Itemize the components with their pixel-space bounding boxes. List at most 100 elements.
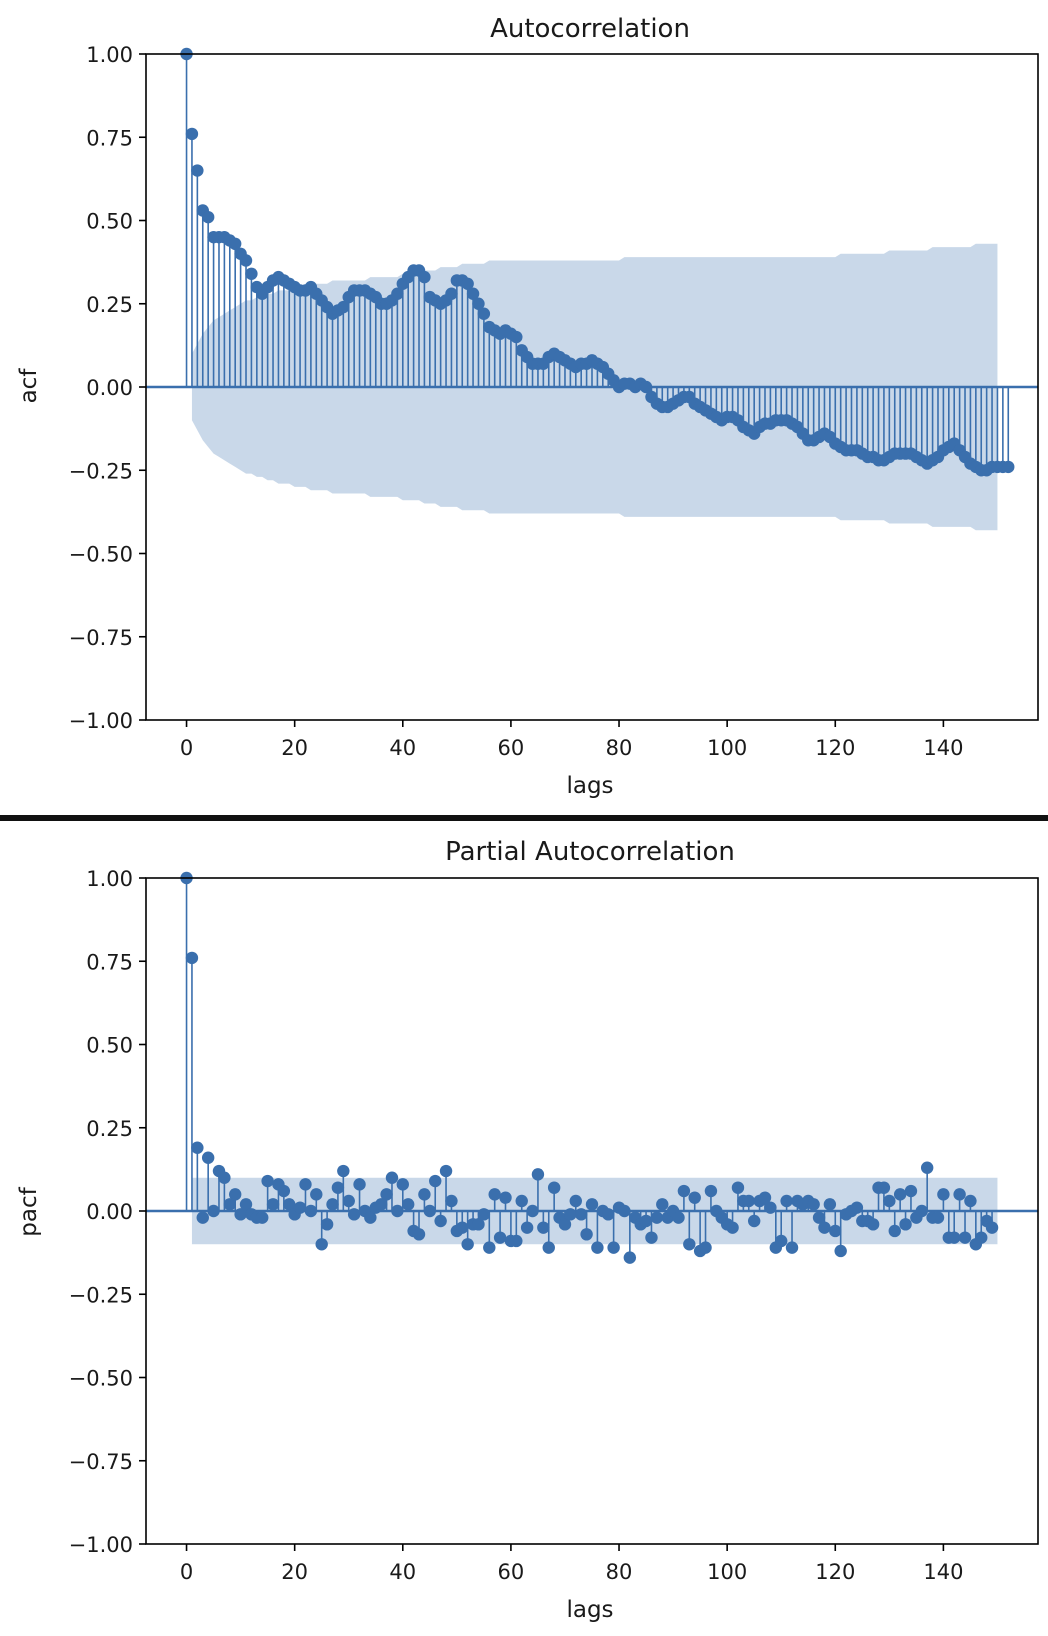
data-point: [520, 1221, 534, 1234]
data-point: [461, 1238, 474, 1251]
data-point: [531, 1168, 545, 1181]
data-point: [883, 1194, 896, 1208]
data-point: [639, 1214, 653, 1228]
data-point: [683, 1238, 696, 1251]
data-point: [223, 1198, 236, 1211]
data-point: [299, 1178, 312, 1191]
data-point: [580, 1228, 593, 1241]
data-point: [812, 1211, 826, 1224]
data-point: [785, 1241, 799, 1254]
data-point: [461, 277, 474, 290]
data-point: [239, 1198, 253, 1211]
data-point: [829, 1224, 842, 1238]
data-point: [261, 1174, 274, 1188]
data-point: [526, 1204, 539, 1218]
data-point: [775, 1234, 788, 1248]
data-point: [391, 1204, 404, 1218]
data-point: [607, 1241, 620, 1254]
data-point: [353, 1178, 366, 1191]
y-tick-label: −0.75: [69, 1450, 133, 1474]
data-point: [418, 270, 431, 284]
data-point: [542, 1241, 555, 1254]
data-point: [483, 1241, 496, 1254]
data-point: [591, 1241, 604, 1254]
data-point: [893, 1188, 907, 1201]
y-axis-label: acf: [16, 368, 42, 404]
data-point: [229, 237, 242, 251]
y-tick-label: 0.00: [86, 376, 133, 400]
data-point: [920, 1161, 934, 1174]
panel-divider: [0, 815, 1048, 821]
y-tick-label: −0.75: [69, 626, 133, 650]
y-tick-label: −0.50: [69, 1367, 133, 1391]
y-tick-label: 0.50: [86, 210, 133, 234]
chart-title: Partial Autocorrelation: [445, 837, 735, 867]
data-point: [834, 1244, 847, 1258]
acf-chart-panel: Autocorrelation lags acf 1.00 0.75 0.50 0.2…: [0, 0, 1048, 815]
x-tick-label: 40: [389, 1560, 416, 1584]
data-point: [515, 1194, 528, 1208]
data-point: [385, 1171, 399, 1184]
x-tick-label: 140: [923, 1560, 963, 1584]
y-tick-label: −0.50: [69, 543, 133, 567]
acf-chart: Autocorrelation lags acf 1.00 0.75 0.50 0.2…: [16, 14, 1039, 799]
data-point: [688, 1191, 701, 1204]
data-point: [731, 1181, 745, 1194]
data-point: [510, 330, 523, 344]
y-tick-label: 0.75: [86, 126, 133, 150]
data-point: [650, 1211, 664, 1224]
data-point: [472, 1218, 485, 1231]
data-point: [218, 1171, 231, 1184]
y-tick-label: 1.00: [86, 867, 133, 891]
data-point: [780, 1194, 793, 1208]
data-point: [423, 1204, 437, 1218]
data-point: [396, 1178, 409, 1191]
data-point: [342, 1194, 355, 1208]
data-point: [742, 1194, 755, 1208]
data-point: [564, 1208, 577, 1221]
data-point: [191, 1141, 204, 1154]
data-point: [201, 1151, 215, 1164]
x-tick-label: 60: [498, 736, 525, 760]
data-point: [645, 1231, 658, 1244]
data-point: [764, 1201, 777, 1214]
data-point: [656, 1198, 669, 1211]
data-point: [537, 1221, 550, 1234]
y-tick-label: −0.25: [69, 459, 133, 483]
y-tick-label: −1.00: [69, 709, 133, 733]
data-point: [985, 1221, 999, 1234]
data-point: [374, 1198, 388, 1211]
y-tick-label: 0.00: [86, 1200, 133, 1224]
data-point: [191, 164, 204, 177]
data-point: [418, 1188, 431, 1201]
data-point: [493, 1231, 507, 1244]
data-point: [331, 1181, 345, 1194]
data-point: [677, 1184, 691, 1198]
data-point: [293, 1201, 307, 1214]
x-tick-label: 100: [707, 736, 747, 760]
data-point: [704, 1184, 718, 1198]
data-point: [445, 1194, 458, 1208]
data-point: [364, 1211, 377, 1224]
pacf-chart-panel: Partial Autocorrelation lags pacf 1.00 0.…: [0, 820, 1048, 1632]
data-point: [239, 254, 253, 267]
x-tick-label: 0: [180, 736, 193, 760]
data-point: [245, 267, 258, 280]
data-point: [337, 300, 350, 314]
y-tick-label: 0.50: [86, 1034, 133, 1058]
data-point: [623, 1251, 637, 1264]
chart-title: Autocorrelation: [490, 14, 690, 44]
data-point: [401, 1198, 415, 1211]
data-point: [975, 1231, 988, 1244]
data-point: [618, 1204, 631, 1218]
y-axis-label: pacf: [16, 1186, 42, 1236]
data-point: [758, 1191, 772, 1204]
data-point: [1002, 460, 1015, 474]
data-point: [439, 1164, 453, 1178]
data-point: [185, 951, 199, 965]
data-point: [726, 1221, 739, 1234]
data-point: [266, 1198, 280, 1211]
data-point: [234, 1208, 247, 1221]
x-tick-label: 100: [707, 1560, 747, 1584]
data-point: [823, 1198, 837, 1211]
